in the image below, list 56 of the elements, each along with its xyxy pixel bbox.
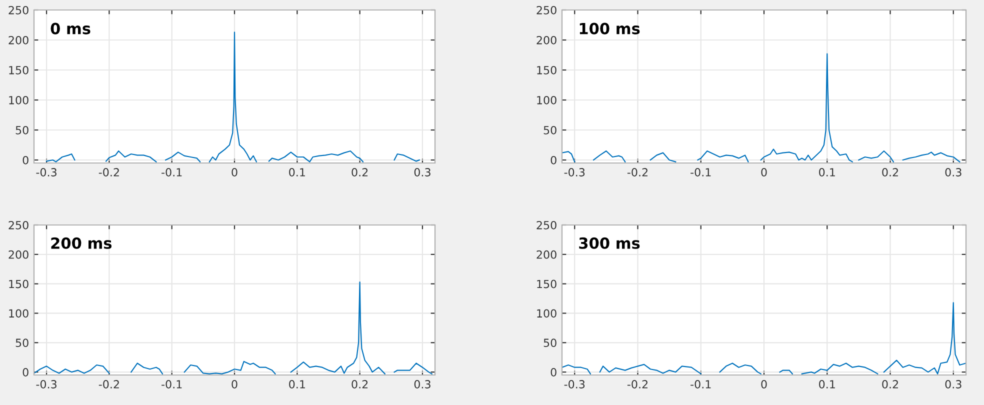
y-tick-label: 250 — [8, 220, 28, 230]
x-tick-label: 0.1 — [289, 380, 305, 388]
y-tick-label: 200 — [536, 36, 556, 44]
x-tick-label: 0.3 — [945, 168, 962, 176]
y-tick-label: 250 — [536, 6, 556, 14]
y-tick-label: 50 — [544, 338, 556, 348]
x-tick-label: -0.3 — [36, 168, 56, 176]
annotation: 200 ms — [51, 237, 112, 249]
x-tick-label: -0.1 — [690, 168, 711, 176]
x-tick-label: -0.1 — [162, 168, 182, 176]
y-tick-label: 250 — [536, 220, 556, 230]
x-tick-label: 0.3 — [945, 380, 962, 388]
y-tick-label: 50 — [544, 126, 556, 134]
x-tick-label: -0.3 — [564, 168, 585, 176]
x-tick-label: 0.1 — [289, 168, 305, 176]
y-tick-label: 50 — [16, 338, 28, 348]
y-tick-label: 50 — [16, 126, 28, 134]
y-tick-label: 150 — [9, 66, 28, 74]
x-tick-label: 0.3 — [414, 168, 430, 176]
x-tick-label: 0 — [761, 380, 767, 388]
y-tick-label: 200 — [8, 36, 28, 44]
y-tick-label: 0 — [22, 156, 28, 164]
y-tick-label: 150 — [9, 280, 28, 288]
x-tick-label: 0 — [232, 168, 238, 176]
y-tick-label: 200 — [536, 250, 556, 259]
x-tick-label: 0.2 — [352, 380, 368, 388]
y-tick-label: 0 — [550, 368, 556, 376]
x-tick-label: 0.2 — [882, 168, 898, 176]
y-tick-label: 100 — [537, 96, 556, 104]
y-tick-label: 0 — [550, 156, 556, 164]
x-tick-label: -0.1 — [690, 380, 711, 388]
y-tick-label: 150 — [537, 280, 556, 288]
x-tick-label: -0.2 — [627, 168, 648, 176]
y-tick-label: 150 — [537, 66, 556, 74]
annotation: 100 ms — [580, 22, 640, 34]
x-tick-label: -0.3 — [36, 380, 56, 388]
y-tick-label: 0 — [22, 368, 28, 376]
annotation: 300 ms — [579, 237, 640, 249]
y-tick-label: 250 — [8, 6, 28, 14]
x-tick-label: 0 — [232, 380, 238, 388]
x-tick-label: 0.3 — [414, 380, 430, 388]
x-tick-label: 0 — [761, 168, 767, 176]
x-tick-label: -0.2 — [98, 168, 119, 176]
x-tick-label: -0.2 — [627, 380, 648, 388]
y-tick-label: 100 — [9, 309, 28, 318]
x-tick-label: 0.2 — [352, 168, 368, 176]
y-tick-label: 200 — [8, 250, 28, 259]
y-tick-label: 100 — [9, 96, 28, 104]
x-tick-label: -0.2 — [98, 380, 119, 388]
annotation: 0 ms — [50, 22, 90, 34]
x-tick-label: -0.1 — [162, 380, 182, 388]
y-tick-label: 100 — [537, 309, 556, 318]
x-tick-label: 0.1 — [819, 168, 835, 176]
x-tick-label: 0.1 — [819, 380, 835, 388]
x-tick-label: 0.2 — [882, 380, 898, 388]
x-tick-label: -0.3 — [564, 380, 585, 388]
